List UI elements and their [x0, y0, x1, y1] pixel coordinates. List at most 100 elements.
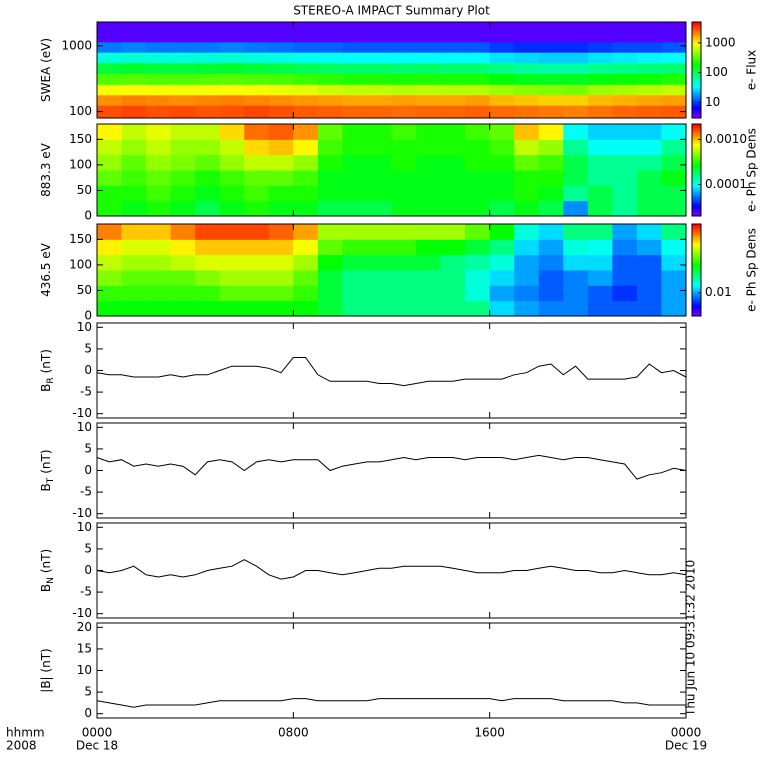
- heatmap-cell: [219, 94, 245, 106]
- y-tick-label: 20: [77, 620, 92, 634]
- heatmap-cell: [146, 124, 172, 140]
- heatmap-cell: [661, 62, 687, 74]
- heatmap-cell: [514, 285, 540, 302]
- heatmap-cell: [342, 41, 368, 53]
- heatmap-cell: [587, 94, 613, 106]
- colorbar-segment: [692, 166, 701, 169]
- heatmap-cell: [636, 300, 662, 317]
- heatmap-cell: [391, 154, 417, 171]
- colorbar-segment: [692, 137, 701, 140]
- heatmap-cell: [391, 52, 417, 64]
- heatmap-cell: [661, 73, 687, 85]
- heatmap-cell: [514, 124, 540, 140]
- colorbar-segment: [692, 52, 701, 55]
- heatmap-cell: [514, 200, 540, 217]
- heatmap-cell: [195, 41, 221, 53]
- colorbar-segment: [692, 250, 701, 254]
- heatmap-cell: [97, 73, 123, 85]
- heatmap-cell: [661, 285, 687, 302]
- heatmap-cell: [587, 73, 613, 85]
- colorbar-frame: [691, 123, 702, 217]
- colorbar-segment: [692, 210, 701, 213]
- heatmap-cell: [268, 224, 294, 240]
- heatmap-cell: [268, 285, 294, 302]
- colorbar-segment: [692, 112, 701, 115]
- colorbar-segment: [692, 68, 701, 71]
- heatmap-cell: [366, 270, 392, 286]
- y-label-unit: (nT): [39, 349, 53, 373]
- heatmap-cell: [538, 73, 564, 85]
- heatmap-cell: [146, 105, 172, 119]
- heatmap-cell: [391, 73, 417, 85]
- heatmap-cell: [97, 62, 123, 74]
- heatmap-cell: [489, 105, 515, 119]
- heatmap-cell: [293, 22, 319, 43]
- colorbar-segment: [692, 84, 701, 87]
- heatmap-cell: [440, 124, 466, 140]
- colorbar-segment: [692, 173, 701, 177]
- heatmap-cell: [416, 52, 442, 64]
- heatmap-cell: [612, 94, 638, 106]
- heatmap-cell: [440, 41, 466, 53]
- heatmap-cell: [146, 170, 172, 186]
- colorbar-segment: [692, 66, 701, 69]
- heatmap-cell: [612, 224, 638, 240]
- heatmap-cell: [612, 52, 638, 64]
- heatmap-cell: [146, 73, 172, 85]
- heatmap-cell: [514, 224, 540, 240]
- heatmap-cell: [317, 84, 343, 96]
- colorbar-segment: [692, 300, 701, 304]
- heatmap-cell: [244, 254, 270, 271]
- heatmap-cell: [538, 224, 564, 240]
- heatmap-cell: [391, 224, 417, 240]
- heatmap-cell: [563, 154, 589, 171]
- colorbar-segment: [692, 98, 701, 101]
- heatmap-cell: [538, 239, 564, 256]
- heatmap-cell: [489, 94, 515, 106]
- colorbar-tick-label: 0.01: [705, 285, 732, 299]
- heatmap-cell: [489, 124, 515, 140]
- heatmap-cell: [514, 254, 540, 271]
- heatmap-cell: [538, 84, 564, 96]
- heatmap-cell: [317, 154, 343, 171]
- heatmap-cell: [538, 139, 564, 156]
- x-tick-label: 0800: [278, 726, 309, 740]
- heatmap-cell: [465, 94, 491, 106]
- heatmap-cell: [244, 105, 270, 119]
- heatmap-cell: [661, 41, 687, 53]
- colorbar-segment: [692, 181, 701, 184]
- colorbar-segment: [692, 62, 701, 65]
- heatmap-cell: [416, 22, 442, 43]
- heatmap-cell: [146, 185, 172, 202]
- colorbar-segment: [692, 139, 701, 142]
- y-tick-label: 10: [77, 420, 92, 434]
- colorbar-label: e- Ph Sp Dens: [745, 228, 759, 312]
- heatmap-cell: [636, 185, 662, 202]
- colorbar-segment: [692, 106, 701, 109]
- heatmap-cell: [489, 224, 515, 240]
- heatmap-cell: [97, 200, 123, 217]
- colorbar-segment: [692, 256, 701, 259]
- heatmap-cell: [391, 170, 417, 186]
- y-tick-label: 10: [77, 663, 92, 677]
- heatmap-cell: [563, 124, 589, 140]
- heatmap-cell: [612, 285, 638, 302]
- heatmap-cell: [587, 62, 613, 74]
- heatmap-cell: [366, 254, 392, 271]
- heatmap-cell: [317, 73, 343, 85]
- y-tick-label: -5: [80, 385, 92, 399]
- heatmap-cell: [146, 139, 172, 156]
- heatmap-cell: [563, 239, 589, 256]
- heatmap-cell: [366, 41, 392, 53]
- colorbar-segment: [692, 36, 701, 39]
- heatmap-cell: [146, 154, 172, 171]
- heatmap-cell: [121, 254, 147, 271]
- heatmap-cell: [146, 270, 172, 286]
- heatmap-cell: [465, 170, 491, 186]
- heatmap-cell: [317, 185, 343, 202]
- colorbar-segment: [692, 270, 701, 273]
- heatmap-cell: [587, 139, 613, 156]
- heatmap-cell: [121, 124, 147, 140]
- heatmap-cell: [661, 105, 687, 119]
- panel: [97, 224, 687, 317]
